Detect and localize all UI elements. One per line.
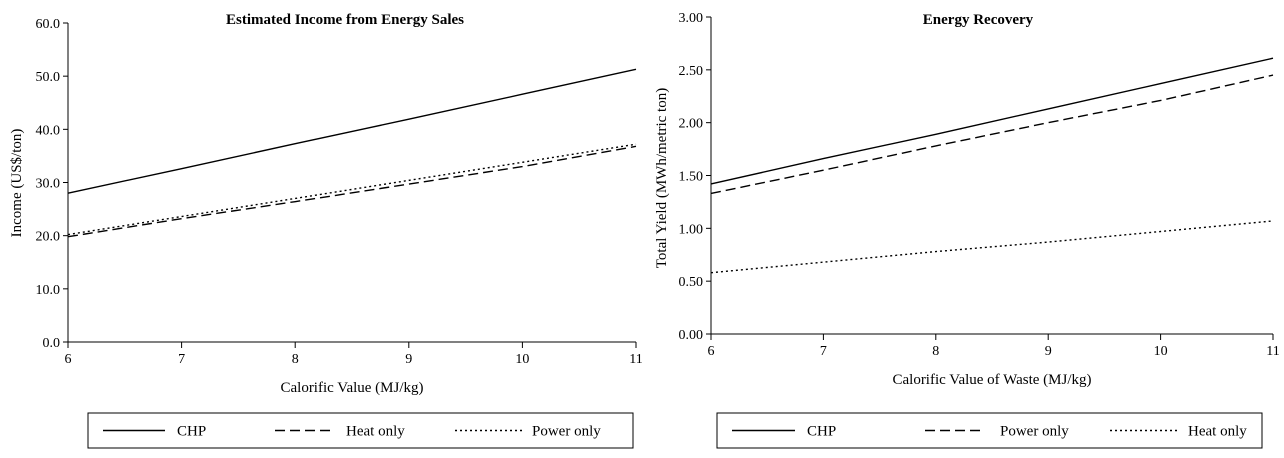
x-tick-label: 11 xyxy=(629,352,642,367)
x-tick-label: 6 xyxy=(65,352,72,367)
y-tick-label: 50.0 xyxy=(36,70,61,85)
chart-title: Energy Recovery xyxy=(923,12,1034,28)
y-tick-label: 20.0 xyxy=(36,230,61,245)
x-tick-label: 8 xyxy=(292,352,299,367)
legend-box xyxy=(716,412,1263,449)
chart-1: Estimated Income from Energy Sales 0.0 10.… xyxy=(9,12,643,449)
chart-2: Energy Recovery 0.00 0.50 1.00 1.50 2.00 2.50 3… xyxy=(654,11,1280,449)
x-tick-label: 7 xyxy=(820,344,827,359)
y-tick-label: 1.00 xyxy=(679,222,704,237)
y-tick-label: 10.0 xyxy=(36,283,61,298)
y-tick-label: 3.00 xyxy=(679,11,704,26)
series-line-power-only xyxy=(67,143,637,236)
legend-label: Heat only xyxy=(346,424,405,440)
x-tick-label: 10 xyxy=(515,352,529,367)
y-tick-label: 60.0 xyxy=(36,17,61,32)
x-tick-label: 6 xyxy=(708,344,715,359)
legend: CHP Heat only Power only xyxy=(87,412,634,449)
y-tick-label: 0.50 xyxy=(679,275,704,290)
y-axis-label: Income (US$/ton) xyxy=(9,129,25,238)
legend: CHP Power only Heat only xyxy=(716,412,1263,449)
legend-label: CHP xyxy=(807,424,836,440)
y-tick-label: 2.00 xyxy=(679,117,704,132)
y-axis-label: Total Yield (MWh/metric ton) xyxy=(654,88,670,268)
chart-title: Estimated Income from Energy Sales xyxy=(226,12,464,28)
series-line-chp xyxy=(67,68,637,194)
y-tick-label: 1.50 xyxy=(679,170,704,185)
legend-label: Heat only xyxy=(1188,424,1247,440)
legend-label: Power only xyxy=(1000,424,1069,440)
series-line-heat-only xyxy=(67,145,637,238)
y-tick-label: 30.0 xyxy=(36,177,61,192)
y-tick-label: 0.00 xyxy=(679,328,704,343)
series-line-heat-only xyxy=(710,220,1274,274)
legend-box xyxy=(87,412,634,449)
series-line-chp xyxy=(710,57,1274,185)
x-tick-label: 9 xyxy=(405,352,412,367)
series-line-power-only xyxy=(710,74,1274,195)
x-tick-label: 11 xyxy=(1266,344,1279,359)
y-tick-label: 2.50 xyxy=(679,64,704,79)
x-tick-label: 10 xyxy=(1154,344,1168,359)
x-tick-label: 9 xyxy=(1045,344,1052,359)
y-tick-label: 0.0 xyxy=(43,336,61,351)
x-tick-label: 7 xyxy=(178,352,185,367)
y-tick-label: 40.0 xyxy=(36,123,61,138)
legend-label: Power only xyxy=(532,424,601,440)
legend-label: CHP xyxy=(177,424,206,440)
x-tick-label: 8 xyxy=(932,344,939,359)
x-axis-label: Calorific Value (MJ/kg) xyxy=(280,380,423,396)
x-axis-label: Calorific Value of Waste (MJ/kg) xyxy=(892,372,1091,388)
